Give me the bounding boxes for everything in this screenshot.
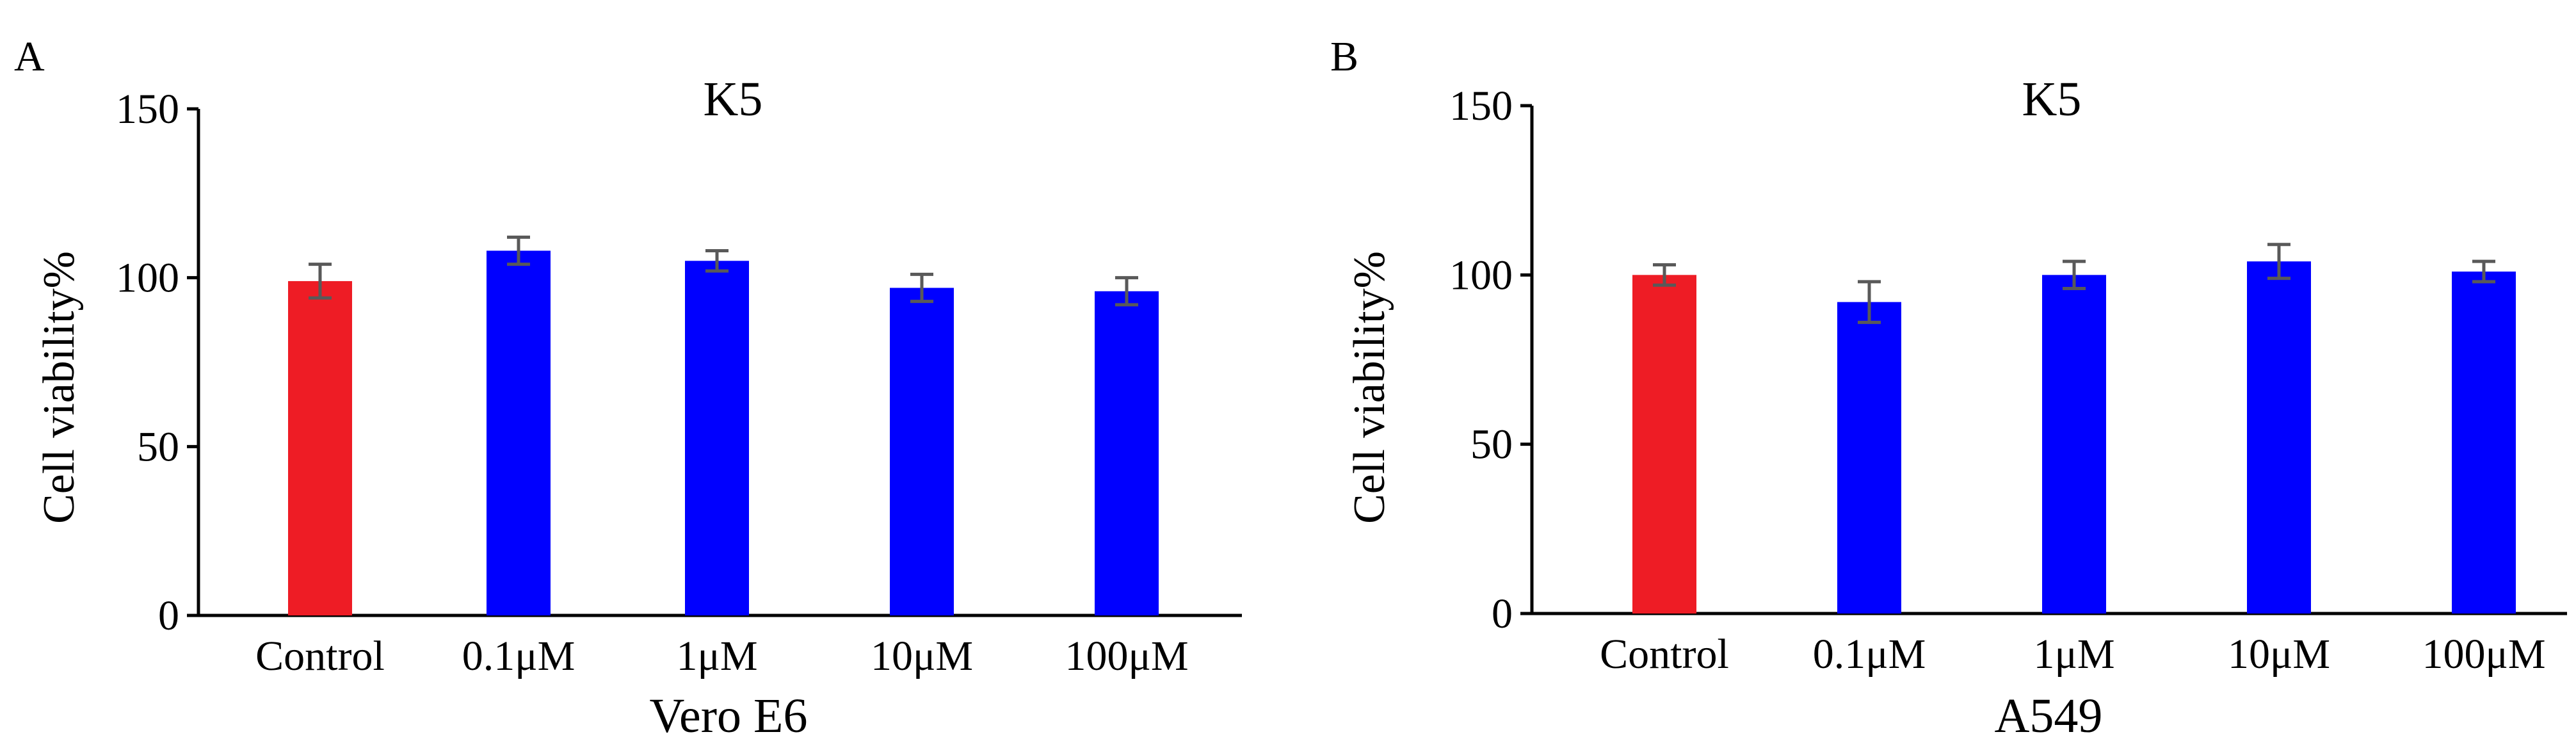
- panel-a-x-tick-label-2: 1μM: [676, 633, 757, 679]
- panel-b-bar-0: [1632, 275, 1696, 614]
- panel-a-bars: [288, 250, 1159, 616]
- panel-b-x-axis-title: A549: [1995, 689, 2103, 743]
- panel-b-y-tick-label-2: 100: [1449, 252, 1513, 298]
- panel-a-bar-3: [890, 288, 954, 615]
- panel-a-label: A: [14, 33, 45, 80]
- panel-a-y-tick-label-0: 0: [158, 592, 179, 639]
- panel-b-y-tick-label-1: 50: [1470, 421, 1513, 468]
- panel-a-x-tick-label-3: 10μM: [871, 633, 973, 679]
- panel-a-bar-1: [487, 250, 551, 616]
- panel-b-y-tick-label-0: 0: [1492, 590, 1513, 637]
- panel-a-title: K5: [704, 72, 763, 126]
- panel-b: B K5 A549 Cell viability% 0 50 100 150 Cont…: [1330, 33, 2567, 743]
- panel-a-error-bar-1: [507, 235, 530, 266]
- panel-a-bar-0: [288, 280, 352, 615]
- panel-b-error-bar-4: [2472, 259, 2495, 284]
- panel-a-y-tick-label-2: 100: [116, 255, 179, 302]
- panel-b-bar-1: [1837, 302, 1901, 614]
- panel-b-bars: [1632, 261, 2516, 614]
- panel-b-error-bars: [1653, 243, 2495, 324]
- panel-b-bar-3: [2247, 261, 2311, 614]
- panel-b-bar-4: [2452, 272, 2516, 614]
- panel-a-y-tick-label-3: 150: [116, 86, 179, 133]
- panel-b-error-bar-3: [2267, 243, 2290, 280]
- panel-b-x-ticks: Control 0.1μM 1μM 10μM 100μM: [1600, 631, 2545, 678]
- panel-b-x-tick-label-3: 10μM: [2228, 631, 2330, 678]
- panel-b-error-bar-0: [1653, 263, 1676, 287]
- panel-a-x-axis-title: Vero E6: [650, 689, 808, 743]
- panel-b-error-bar-2: [2063, 259, 2086, 290]
- panel-a-error-bar-0: [309, 263, 332, 300]
- panel-a-y-ticks: 0 50 100 150: [116, 86, 198, 639]
- panel-b-bar-2: [2042, 275, 2106, 614]
- panel-b-y-tick-label-3: 150: [1449, 83, 1513, 129]
- panel-a-bar-4: [1095, 291, 1159, 615]
- panel-a-x-ticks: Control 0.1μM 1μM 10μM 100μM: [255, 633, 1188, 679]
- panel-b-x-tick-label-1: 0.1μM: [1813, 631, 1926, 678]
- panel-b-error-bar-1: [1858, 280, 1881, 324]
- panel-a-x-tick-label-0: Control: [255, 633, 385, 679]
- panel-a-x-tick-label-1: 0.1μM: [462, 633, 576, 679]
- panel-a-y-axis-title: Cell viability%: [35, 251, 84, 524]
- panel-a-x-tick-label-4: 100μM: [1065, 633, 1188, 679]
- panel-a: A K5 Vero E6 Cell viability% 0 50 100 150 C…: [14, 33, 1242, 743]
- panel-b-label: B: [1330, 33, 1358, 80]
- panel-b-x-tick-label-0: Control: [1600, 631, 1729, 678]
- panel-a-error-bar-2: [705, 248, 729, 273]
- panel-b-y-axis-title: Cell viability%: [1345, 251, 1394, 524]
- panel-a-error-bars: [309, 235, 1138, 307]
- panel-b-x-tick-label-2: 1μM: [2033, 631, 2114, 678]
- panel-b-x-tick-label-4: 100μM: [2422, 631, 2545, 678]
- panel-a-error-bar-4: [1115, 276, 1138, 307]
- panel-a-error-bar-3: [910, 272, 933, 304]
- panel-a-bar-2: [685, 261, 749, 615]
- panel-a-y-tick-label-1: 50: [137, 423, 179, 470]
- panel-b-title: K5: [2022, 72, 2082, 126]
- panel-b-y-ticks: 0 50 100 150: [1449, 83, 1532, 637]
